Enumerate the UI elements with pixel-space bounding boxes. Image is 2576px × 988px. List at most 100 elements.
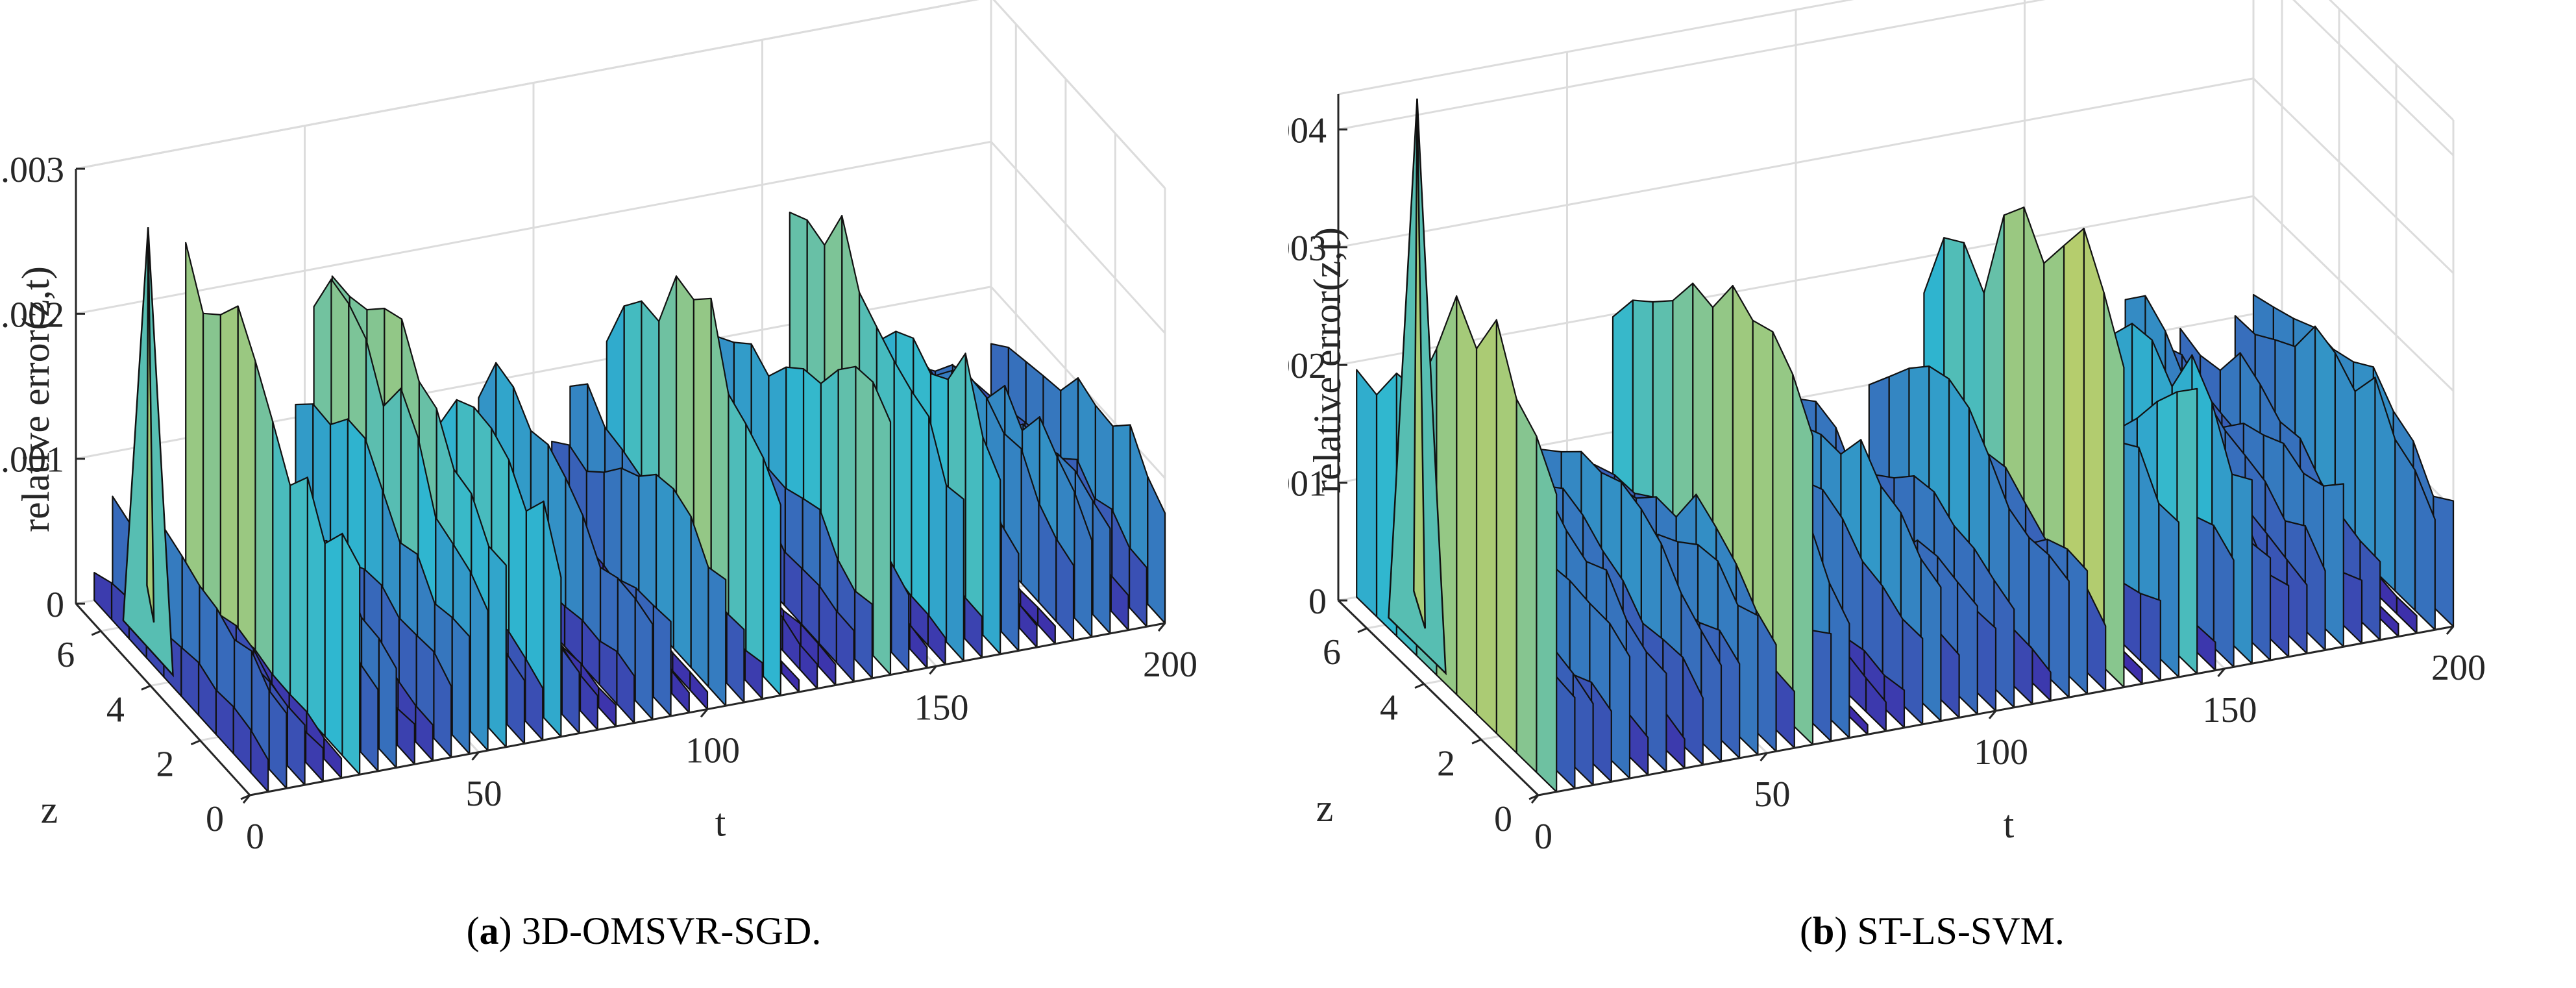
surface-patch-260 (1956, 581, 1978, 715)
z-axis-title: z (1316, 787, 1334, 830)
z-tick-mark-2 (141, 685, 151, 691)
error-tick-label-3: 0.003 (1288, 228, 1327, 269)
z-tick-label-2: 4 (106, 689, 125, 730)
error-tick-label-0: 0 (46, 585, 64, 625)
z-tick-mark-3 (91, 630, 101, 636)
surface-patch-491 (1515, 398, 1538, 773)
surface-patch-340 (1810, 629, 1832, 742)
z-axis-line (1337, 599, 1539, 797)
t-tick-label-4: 200 (2431, 648, 2486, 688)
error-tick-label-3: 0.003 (0, 150, 64, 190)
t-tick-label-3: 150 (2203, 690, 2257, 730)
grid-line-error-2 (75, 140, 1166, 334)
t-tick-mark-3 (929, 665, 937, 675)
z-tick-label-0: 0 (1494, 799, 1512, 839)
surface-patch-499 (1356, 369, 1378, 617)
surface-patch-448 (202, 312, 221, 623)
surface-patch-446 (237, 305, 256, 661)
surface-patch-280 (1920, 558, 1942, 722)
surface-patch-60 (2322, 483, 2344, 648)
surface-patch-443 (289, 476, 308, 718)
surface-patch-160 (2139, 593, 2161, 682)
grid-line-error-3 (75, 0, 1166, 190)
surface-patch-110 (945, 484, 964, 662)
surface-patch-150 (2158, 502, 2180, 678)
t-tick-mark-2 (700, 708, 709, 718)
t-tick-mark-3 (2217, 668, 2226, 677)
t-tick-label-2: 100 (685, 731, 740, 771)
caption-b: (b) ST-LS-SVM. (1800, 909, 2065, 952)
t-tick-label-4: 200 (1143, 645, 1197, 685)
error-tick-label-0: 0 (1308, 582, 1327, 622)
chart-panel-a: 050100150200024600.0010.0020.003tzrelati… (0, 0, 1288, 909)
z-axis-title: z (41, 789, 58, 832)
surface-patch-492 (1495, 319, 1517, 754)
t-tick-mark-4 (2446, 626, 2455, 635)
surface-patch-100 (2250, 541, 2272, 661)
z-tick-mark-2 (1414, 683, 1425, 689)
surface-patch-441 (324, 532, 343, 756)
t-tick-label-2: 100 (1974, 732, 2028, 772)
surface-patch-210 (2048, 554, 2070, 698)
surface-patch-200 (2067, 548, 2089, 695)
t-tick-label-0: 0 (246, 817, 264, 857)
surface-patch-449 (185, 241, 204, 603)
grid-line-error-3 (1338, 77, 2455, 274)
surface-patch-499 (93, 571, 113, 621)
surface-patch-90 (2268, 573, 2290, 658)
surface-plot-a: 050100150200024600.0010.0020.003tzrelati… (0, 0, 1197, 857)
surface-patch-113 (893, 360, 913, 604)
surface-patch-493 (1475, 319, 1497, 734)
error-tick-label-1: 0.001 (0, 440, 64, 480)
z-tick-label-2: 4 (1380, 688, 1398, 728)
surface-patch-230 (726, 612, 745, 704)
surface-patch-490 (1536, 435, 1558, 793)
z-tick-label-3: 6 (56, 635, 75, 675)
surface-patch-380 (1737, 604, 1759, 756)
surface-spike-1 (146, 227, 155, 623)
surface-patch-110 (2231, 473, 2253, 665)
z-tick-mark-3 (1357, 627, 1368, 634)
surface-patch-444 (272, 421, 291, 699)
z-tick-label-1: 2 (1437, 743, 1455, 784)
t-axis-title: t (715, 802, 726, 845)
caption-a-label: a (479, 909, 499, 952)
error-axis-title: relative error(z,t) (14, 266, 57, 532)
z-tick-label-1: 2 (156, 745, 174, 785)
error-axis-title: relative error(z,t) (1306, 227, 1349, 493)
t-tick-mark-2 (1988, 710, 1997, 719)
surface-spike-1 (1413, 98, 1427, 629)
t-tick-label-0: 0 (1534, 817, 1552, 857)
grid-line-error-4 (1338, 0, 2455, 156)
t-tick-mark-1 (1760, 752, 1768, 761)
surface-0 (93, 212, 1166, 793)
z-axis-line (75, 602, 251, 797)
error-tick-label-1: 0.001 (1288, 464, 1327, 504)
surface-patch-445 (254, 360, 274, 680)
t-tick-mark-1 (471, 751, 480, 761)
z-tick-label-0: 0 (206, 799, 224, 839)
error-tick-label-2: 0.002 (1288, 346, 1327, 386)
surface-patch-360 (487, 545, 507, 748)
surface-patch-112 (911, 390, 930, 624)
surface-patch-494 (1456, 295, 1478, 715)
surface-patch-150 (872, 381, 892, 676)
error-tick-label-2: 0.002 (0, 295, 64, 335)
surface-patch-140 (2176, 388, 2198, 674)
caption-a-text: 3D-OMSVR-SGD. (521, 909, 822, 952)
axes-1: 050100150200024600.0010.0020.0030.004tzr… (1288, 94, 2486, 857)
z-tick-mark-0 (240, 794, 251, 800)
surface-patch-250 (1975, 609, 1997, 712)
t-tick-label-1: 50 (1754, 774, 1791, 815)
surface-patch-290 (1902, 618, 1924, 725)
surface-patch-242 (672, 488, 692, 669)
surface-1 (1356, 98, 2455, 793)
chart-panel-b: 050100150200024600.0010.0020.0030.004tzr… (1288, 0, 2576, 909)
surface-patch-350 (1792, 373, 1814, 746)
error-tick-label-4: 0.004 (1288, 110, 1327, 151)
surface-patch-160 (853, 589, 873, 679)
z-tick-label-3: 6 (1323, 632, 1341, 673)
surface-patch-11 (2394, 438, 2416, 611)
surface-patch-270 (652, 604, 672, 717)
caption-a: (a) 3D-OMSVR-SGD. (466, 909, 822, 952)
